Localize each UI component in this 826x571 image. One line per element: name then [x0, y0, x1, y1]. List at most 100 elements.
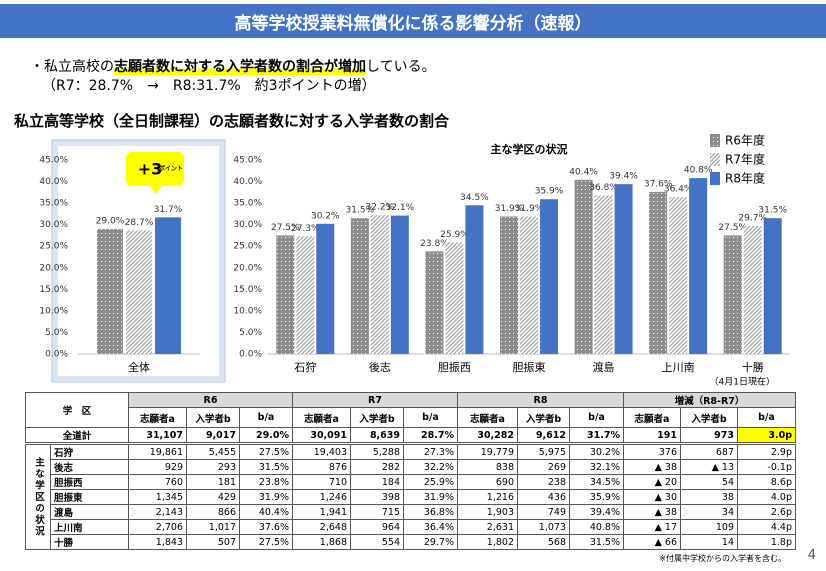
table-cell: 34 — [680, 504, 738, 520]
table-cell: 30.2% — [569, 443, 624, 460]
table-cell: R8 — [457, 392, 624, 408]
table-cell: 973 — [680, 427, 738, 445]
table-row: 志願者a 入学者b b/a 志願者a 入学者b b/a 志願者a 入学者b b/a 志願者a 入学者… — [26, 407, 796, 428]
summary-line: ・私立高校の志願者数に対する入学者数の割合が増加している。 — [30, 58, 436, 77]
bar — [370, 215, 389, 354]
y-tick-label: 30.0% — [39, 220, 68, 230]
value-label: 40.8% — [684, 166, 713, 176]
table-cell: 増減（R8-R7） — [623, 392, 796, 408]
y-tick-label: 15.0% — [233, 285, 262, 295]
annotation: ポイント — [159, 165, 183, 173]
table-cell: 1,903 — [457, 504, 518, 520]
legend-swatch — [710, 134, 720, 147]
table-cell: 19,779 — [457, 443, 518, 460]
y-tick-label: 25.0% — [233, 242, 262, 252]
table-cell: 282 — [350, 459, 404, 475]
table-cell: 胆振東 — [50, 489, 129, 505]
y-tick-label: 0.0% — [239, 350, 262, 360]
table-cell: 27.3% — [403, 443, 458, 460]
bar — [316, 223, 335, 354]
bar — [445, 242, 464, 354]
y-tick-label: 30.0% — [233, 220, 262, 230]
value-label: 31.5% — [758, 206, 787, 216]
table-cell: 507 — [186, 534, 240, 550]
table-cell: 181 — [186, 474, 240, 490]
table-cell: 胆振西 — [50, 474, 129, 490]
table-cell: 石狩 — [50, 443, 129, 460]
table-cell: 31.7% — [569, 427, 624, 445]
legend-label: R6年度 — [725, 133, 765, 148]
table-cell: 1,216 — [457, 489, 518, 505]
table-cell: 入学者b — [517, 407, 570, 428]
table-cell: 1,017 — [186, 519, 240, 535]
value-label: 30.2% — [311, 211, 340, 221]
table-cell: -0.1p — [737, 459, 796, 475]
table-cell: 9,612 — [517, 427, 570, 445]
table-row: 後志 929 293 31.5% 876 282 32.2% 838 269 32.1% ▲ 38 ▲… — [26, 459, 796, 475]
table-cell: 39.4% — [569, 504, 624, 520]
table-cell: 5,455 — [186, 443, 240, 460]
table-cell: ▲ 38 — [623, 459, 681, 475]
table-cell: 31.9% — [239, 489, 293, 505]
table-cell: 28.7% — [403, 427, 458, 445]
annotation: +3 — [138, 160, 163, 179]
table-cell: 2,706 — [128, 519, 187, 535]
table-cell: 27.5% — [239, 443, 293, 460]
table-cell: 1,843 — [128, 534, 187, 550]
table-cell: 3.0p — [737, 427, 796, 445]
legend-label: R7年度 — [725, 152, 765, 167]
y-tick-label: 5.0% — [239, 328, 262, 338]
value-label: 39.4% — [609, 172, 638, 182]
value-label: 31.7% — [154, 205, 183, 215]
table-cell: 9,017 — [186, 427, 240, 445]
value-label: 29.7% — [738, 213, 767, 223]
table-cell: 14 — [680, 534, 738, 550]
table-cell: 31,107 — [128, 427, 187, 445]
table-cell: 1,073 — [517, 519, 570, 535]
y-tick-label: 35.0% — [233, 199, 262, 209]
charts: 0.0% 5.0% 10.0% 15.0% 20.0% 25.0% 30.0% 35.0% 40… — [39, 133, 790, 388]
bar — [574, 179, 593, 354]
table-cell: 入学者b — [186, 407, 240, 428]
x-tick-label: 上川南 — [662, 361, 695, 374]
table-cell: 志願者a — [128, 407, 187, 428]
data-table: 学 区 R6 R7 R8 増減（R8-R7） 志願者a 入学者b b/a 志願者a 入学者b b/a… — [25, 392, 796, 550]
value-label: 23.8% — [420, 239, 449, 249]
table-cell: 687 — [680, 443, 738, 460]
table-cell: 760 — [128, 474, 187, 490]
note: （4月1日現在） — [710, 376, 775, 388]
y-tick-label: 40.0% — [233, 177, 262, 187]
table-cell: 40.8% — [569, 519, 624, 535]
chart-subtitle: 主な学区の状況 — [491, 142, 568, 156]
table-row: 全道計 31,107 9,017 29.0% 30,091 8,639 28.7% 30,28… — [25, 427, 796, 445]
text: している。 — [366, 59, 436, 75]
table-cell: ▲ 13 — [680, 459, 738, 475]
text: ・私立高校の — [30, 59, 114, 75]
title-bar: 高等学校授業料無償化に係る影響分析（速報） — [0, 4, 826, 38]
legend-swatch — [710, 153, 720, 166]
table-cell: 29.0% — [239, 427, 293, 445]
table-cell: 1,246 — [292, 489, 351, 505]
section-title: 私立高等学校（全日制課程）の志願者数に対する入学者数の割合 — [14, 112, 450, 130]
y-tick-label: 10.0% — [233, 306, 262, 316]
table-cell: 31.5% — [569, 534, 624, 550]
table-cell: 31.5% — [239, 459, 293, 475]
y-tick-label: 20.0% — [233, 263, 262, 273]
table-cell: 8.6p — [737, 474, 796, 490]
table-cell: 上川南 — [50, 519, 129, 535]
x-tick-label: 後志 — [369, 360, 391, 374]
table-cell: 1,345 — [128, 489, 187, 505]
table-cell: 19,403 — [292, 443, 351, 460]
summary: ・私立高校の志願者数に対する入学者数の割合が増加している。 （R7：28.7% … — [30, 58, 436, 96]
table-cell: 2.6p — [737, 504, 796, 520]
x-tick-label: 全体 — [128, 360, 150, 374]
table-cell: 5,288 — [350, 443, 404, 460]
x-tick-label: 渡島 — [593, 360, 615, 374]
bar — [540, 199, 558, 354]
table-cell: 32.1% — [569, 459, 624, 475]
x-tick-label: 胆振東 — [513, 360, 546, 374]
table-cell: 238 — [517, 474, 570, 490]
table-cell: b/a — [403, 407, 458, 428]
table-cell: 398 — [350, 489, 404, 505]
